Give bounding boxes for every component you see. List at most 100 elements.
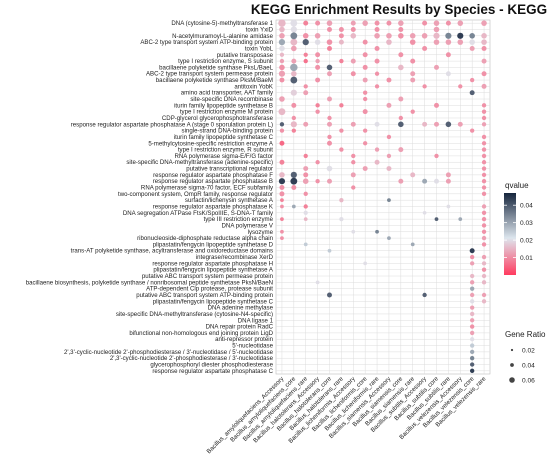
data-point (481, 160, 487, 165)
data-point (278, 108, 286, 116)
qvalue-ticks: 0.04 0.03 0.02 0.01 (504, 203, 533, 262)
y-tick-label: site-specific DNA recombinase (190, 96, 273, 103)
data-point (315, 77, 321, 83)
data-point (327, 178, 332, 184)
data-point (398, 115, 404, 121)
data-point (386, 33, 392, 39)
data-point (469, 292, 475, 298)
y-tick-label: DNA segregation ATPase FtsK/SpoIIIE, S-D… (123, 210, 274, 217)
data-point (386, 134, 392, 140)
data-point (434, 178, 439, 184)
data-point (434, 64, 439, 70)
y-tick-label: DNA polymerase V (222, 222, 274, 229)
y-tick-label: RNA polymerase sigma-70 factor, ECF subf… (141, 185, 274, 192)
data-point (327, 96, 332, 102)
y-tick-label: two-component system, OmpR family, respo… (118, 191, 273, 198)
data-point (290, 121, 297, 128)
y-tick-label: response regulator aspartate phosphatase… (71, 121, 273, 128)
data-point (362, 109, 368, 115)
data-point (315, 160, 320, 165)
gene-ratio-swatch (510, 348, 514, 352)
data-point (291, 204, 296, 209)
y-tick-label: response regulator aspartate phosphatase… (153, 172, 273, 179)
data-point (327, 45, 332, 51)
data-point (279, 26, 285, 33)
gene-ratio-items: 0.02 0.04 0.06 (509, 347, 535, 384)
y-tick-label: RNA polymerase sigma-E/F/G factor (174, 153, 273, 160)
qvalue-tick-label: 0.02 (520, 237, 533, 244)
data-point (398, 96, 404, 102)
y-tick-label: iturin family lipopeptide synthetase C (174, 134, 274, 141)
data-point (433, 32, 440, 39)
data-point (290, 89, 297, 96)
data-point (339, 58, 344, 64)
data-point (280, 217, 284, 221)
data-point (422, 178, 428, 184)
data-point (434, 153, 439, 159)
data-point (374, 84, 380, 89)
data-point (433, 39, 440, 45)
data-point (327, 140, 332, 146)
data-point (458, 217, 463, 221)
y-tick-label: plipastatin/fengycin lipopeptide synthet… (153, 298, 274, 305)
data-point (303, 58, 308, 64)
data-point (469, 39, 475, 45)
data-point (303, 166, 309, 172)
data-point (315, 58, 320, 64)
y-tick-label: putative transposase (217, 52, 274, 59)
data-point (374, 147, 380, 152)
y-tick-label: type I restriction enzyme, S subunit (178, 58, 273, 65)
data-point (290, 171, 297, 178)
data-point (327, 71, 332, 77)
y-tick-label: glycerophosphoryl diester phosphodiester… (150, 362, 273, 369)
chart-title: KEGG Enrichment Results by Species - KEG… (251, 2, 547, 17)
y-tick-label: bifunctional non-homologous end joining … (129, 330, 273, 337)
data-point (446, 204, 451, 209)
data-point (303, 52, 308, 57)
data-point (469, 305, 475, 310)
data-point (445, 52, 451, 58)
data-point (350, 71, 356, 77)
data-point (434, 121, 439, 127)
y-tick-label: 2',3'-cyclic-nucleotide 2'-phosphodieste… (110, 355, 274, 362)
data-point (315, 103, 320, 108)
data-point (469, 356, 475, 361)
data-point (481, 109, 487, 114)
data-point (410, 77, 416, 83)
data-point (469, 248, 475, 254)
data-point (362, 166, 368, 172)
data-point (279, 96, 285, 102)
data-point (350, 27, 356, 32)
data-point (291, 70, 297, 77)
y-tick-label: surfactin/lichenysin synthetase A (185, 197, 274, 204)
data-point (445, 121, 452, 128)
data-point (481, 153, 487, 159)
y-tick-label: putative transcriptional regulator (186, 166, 273, 173)
data-point (362, 64, 368, 70)
data-point (303, 90, 309, 96)
y-tick-label: DNA ligase 1 (238, 317, 274, 324)
data-point (445, 178, 451, 184)
data-point (290, 32, 298, 40)
data-point (386, 102, 392, 108)
data-point (434, 217, 439, 221)
data-point (469, 311, 475, 317)
data-point (351, 160, 356, 165)
data-point (327, 27, 332, 32)
data-point (433, 26, 440, 33)
data-point (481, 210, 487, 215)
data-point (481, 172, 487, 178)
data-point (481, 71, 487, 77)
data-point (469, 343, 475, 348)
data-point (481, 254, 487, 260)
y-tick-label: DNA repair protein RadC (206, 324, 274, 331)
y-tick-label: ABC-2 type transport system ATP-binding … (140, 39, 273, 46)
data-point (290, 177, 298, 185)
data-point (315, 280, 320, 285)
data-point (445, 20, 451, 26)
data-point (291, 115, 297, 121)
y-tick-label: plipastatin/fengycin lipopeptide synthet… (153, 267, 274, 274)
data-point (326, 64, 333, 71)
data-point (279, 172, 285, 178)
data-point (279, 77, 285, 83)
